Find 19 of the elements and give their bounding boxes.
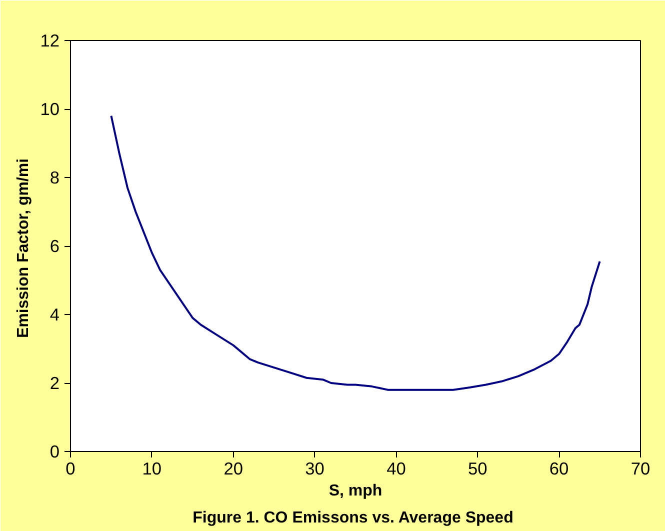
x-tick-label: 20 [224,458,243,478]
y-tick-label: 8 [50,168,60,188]
x-axis-title: S, mph [328,482,382,500]
x-tick-label: 70 [630,458,650,478]
x-tick-label: 50 [468,458,488,478]
x-tick-label: 0 [66,458,76,478]
x-tick-label: 30 [305,458,324,478]
y-axis-title: Emission Factor, gm/mi [15,158,32,338]
x-tick-label: 10 [142,458,162,478]
y-tick-label: 12 [40,30,60,50]
x-tick-label: 60 [549,458,569,478]
y-tick-label: 2 [50,373,60,393]
y-tick-label: 6 [50,236,60,256]
line-series [110,114,601,391]
y-tick-label: 0 [50,442,60,462]
x-tick-label: 40 [386,458,406,478]
y-tick-label: 10 [40,99,60,119]
caption: Figure 1. CO Emissons vs. Average Speed [192,510,514,526]
y-tick-label: 4 [50,304,60,324]
